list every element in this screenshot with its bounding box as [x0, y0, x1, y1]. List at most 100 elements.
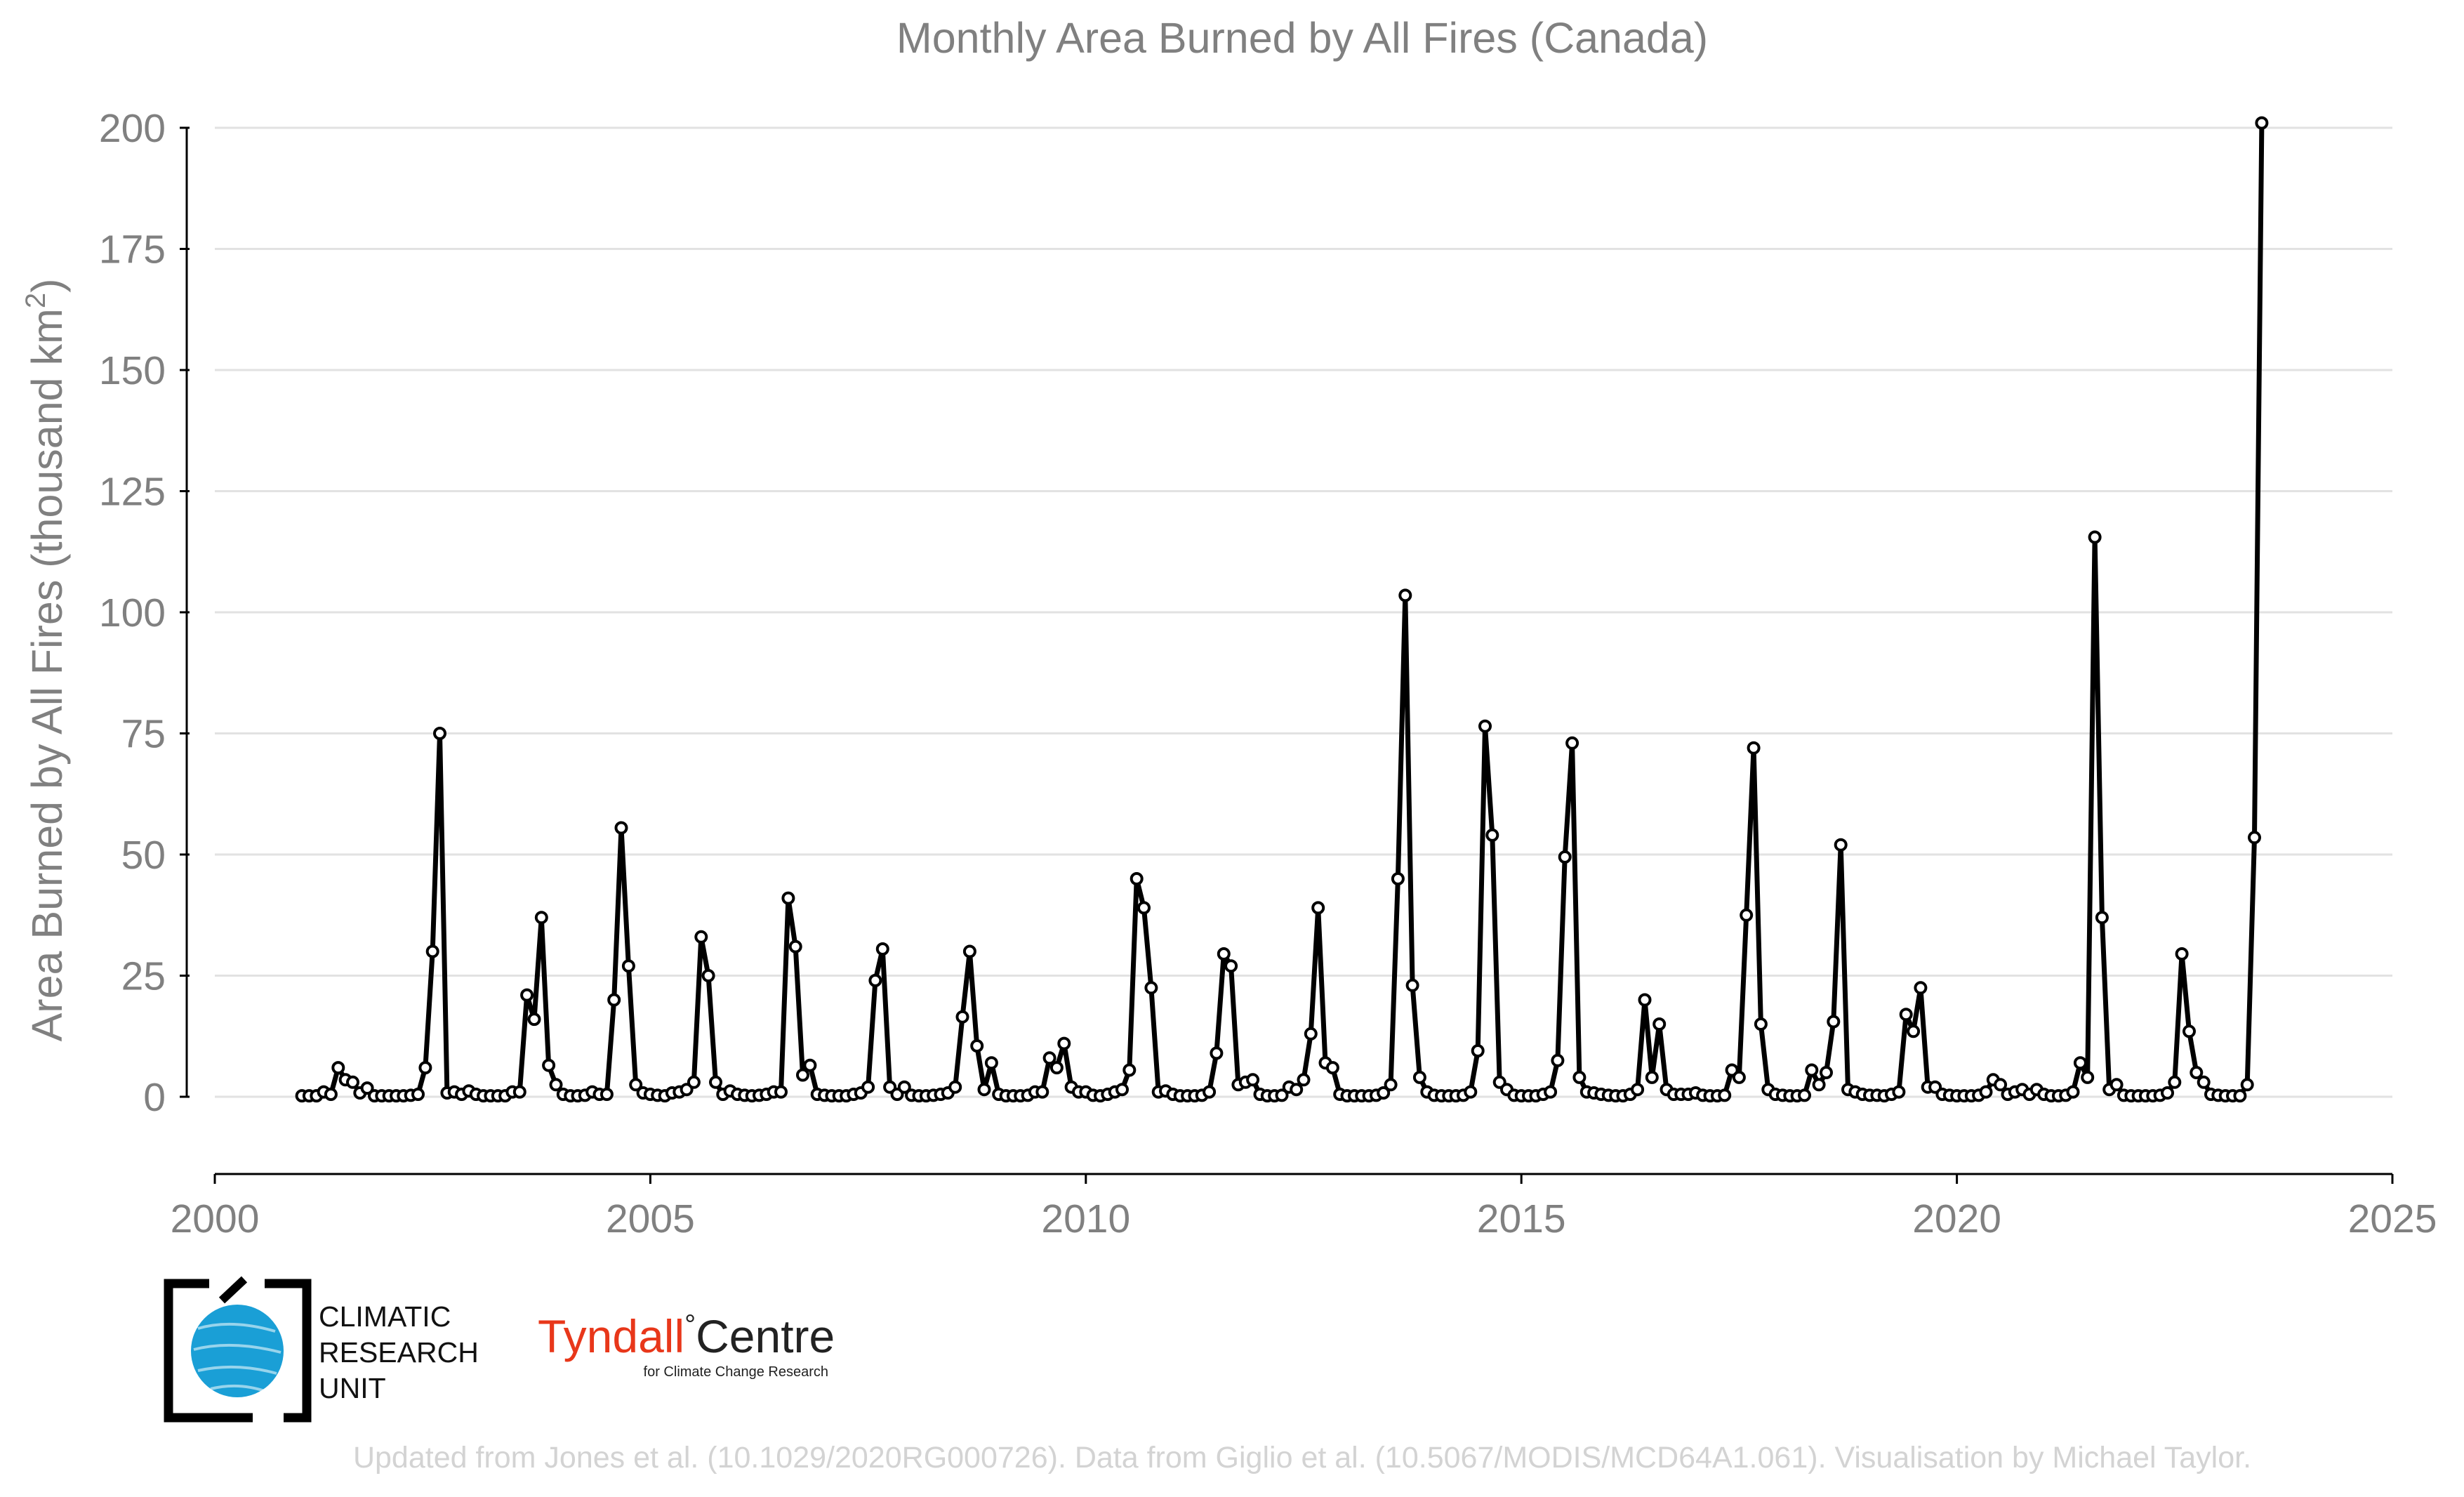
cru-name-line-1: CLIMATIC [319, 1300, 451, 1333]
data-point [2161, 1086, 2174, 1100]
data-point [796, 1068, 809, 1082]
chart-title: Monthly Area Burned by All Fires (Canada… [896, 14, 1708, 62]
data-point [614, 821, 628, 835]
cru-name-line-3: UNIT [319, 1372, 386, 1404]
cru-logo-frame [164, 1279, 312, 1423]
data-point [1979, 1085, 1993, 1099]
data-point [897, 1080, 911, 1094]
data-point [425, 944, 439, 958]
data-point [1892, 1085, 1906, 1099]
x-tick-label: 2000 [171, 1196, 260, 1241]
tyndall-name: Tyndall°Centre [538, 1310, 835, 1362]
data-point [1899, 1008, 1913, 1022]
data-point [1115, 1083, 1129, 1097]
data-point [1558, 850, 1572, 864]
data-point [1391, 872, 1405, 885]
data-point [1049, 1061, 1064, 1075]
data-point [774, 1085, 788, 1099]
data-point [1572, 1070, 1587, 1084]
data-point [1907, 1024, 1921, 1038]
data-point [2190, 1066, 2204, 1079]
data-point [360, 1081, 374, 1095]
data-point [1290, 1083, 1304, 1097]
data-point [621, 959, 635, 973]
data-point [2248, 831, 2261, 845]
data-point [2240, 1078, 2254, 1092]
data-point [600, 1088, 614, 1101]
data-point [549, 1078, 563, 1092]
y-tick-label: 50 [121, 833, 166, 878]
data-point [1304, 1027, 1318, 1041]
data-point [520, 988, 534, 1002]
data-point [1812, 1078, 1826, 1092]
y-tick-label: 25 [121, 954, 166, 999]
series-line [302, 123, 2265, 1099]
data-point [418, 1061, 432, 1075]
data-point [1042, 1051, 1057, 1065]
series-points [295, 116, 2269, 1103]
data-point [694, 930, 708, 944]
data-point [781, 891, 795, 905]
y-tick-label: 0 [143, 1075, 166, 1120]
data-point [1820, 1066, 1833, 1079]
data-point [2175, 947, 2189, 961]
data-point [1551, 1053, 1565, 1067]
data-point [1035, 1085, 1049, 1099]
data-point [1412, 1070, 1426, 1084]
cru-logo: CLIMATIC RESEARCH UNIT [164, 1276, 479, 1423]
data-point [977, 1083, 991, 1097]
credit-text: Updated from Jones et al. (10.1029/2020R… [353, 1441, 2251, 1475]
data-point [1914, 981, 1928, 995]
data-point [2109, 1078, 2124, 1092]
data-point [1478, 719, 1492, 733]
data-point [2197, 1075, 2211, 1089]
y-axis-ticks: 0 25 50 75 100 125 150 175 200 [99, 106, 190, 1120]
data-point [1122, 1063, 1137, 1077]
data-point [346, 1075, 359, 1089]
data-point [2073, 1056, 2087, 1070]
data-point [1740, 908, 1754, 922]
data-point [701, 969, 715, 982]
data-point [875, 942, 889, 956]
data-point [2095, 911, 2109, 925]
data-point [1224, 959, 1238, 973]
data-point [433, 727, 446, 740]
data-point [788, 939, 802, 954]
data-point [1544, 1085, 1558, 1099]
data-point [2255, 116, 2269, 130]
data-point [542, 1058, 556, 1072]
x-tick-label: 2005 [606, 1196, 695, 1241]
data-point [534, 911, 548, 925]
data-point [1798, 1088, 1811, 1102]
x-tick-label: 2025 [2348, 1196, 2437, 1241]
data-point [1471, 1044, 1485, 1057]
data-point [2081, 1070, 2095, 1084]
data-point [2233, 1089, 2247, 1103]
data-point [1485, 828, 1499, 842]
data-point [1297, 1073, 1311, 1087]
data-point [1275, 1088, 1289, 1102]
data-point [970, 1039, 984, 1053]
data-point [1217, 947, 1231, 961]
data-point [1747, 741, 1761, 755]
x-tick-label: 2015 [1477, 1196, 1566, 1241]
data-point [1464, 1085, 1478, 1099]
data-point [1827, 1015, 1841, 1029]
data-point [324, 1088, 338, 1101]
data-point [1057, 1036, 1071, 1050]
tyndall-subtitle: for Climate Change Research [644, 1364, 828, 1380]
cru-logo-slash [218, 1276, 248, 1304]
gridlines [215, 126, 2392, 1098]
data-point [2088, 530, 2102, 544]
data-point [331, 1061, 345, 1075]
data-point [1652, 1017, 1667, 1031]
data-point [629, 1078, 643, 1092]
y-axis-label: Area Burned by All Fires (thousand km2) [20, 279, 71, 1042]
data-point [1638, 993, 1652, 1007]
data-point [2066, 1085, 2080, 1099]
data-point [868, 973, 882, 987]
y-tick-label: 175 [99, 227, 166, 272]
data-point [962, 944, 976, 958]
data-point [1834, 838, 1848, 852]
